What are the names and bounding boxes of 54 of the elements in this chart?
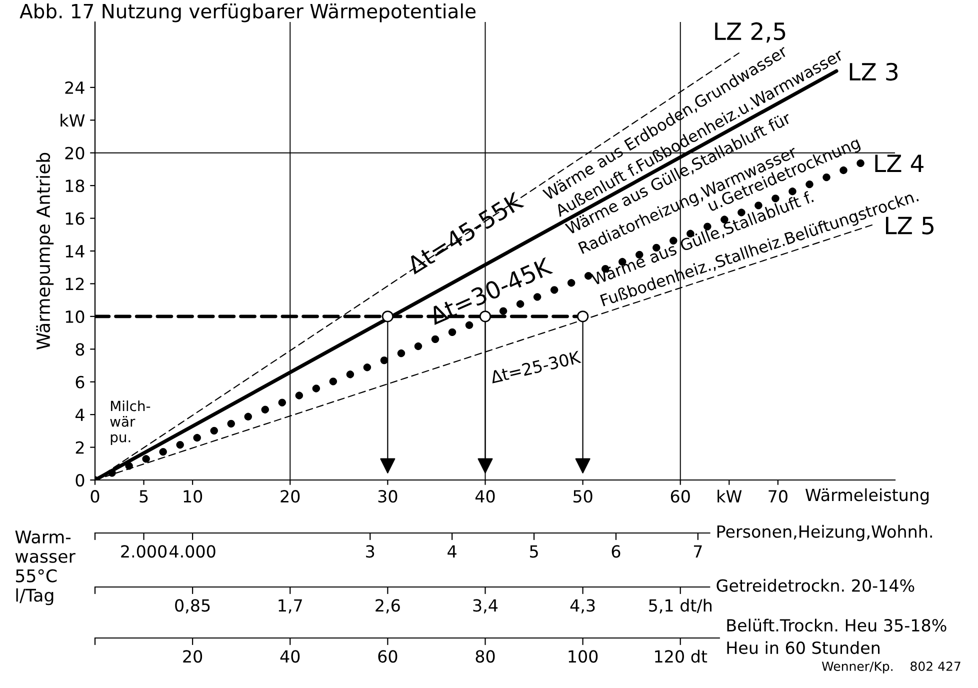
category-label: 60 [378,650,398,663]
x-tick-label: 70 [768,490,788,503]
x-tick-label: 60 [670,490,690,503]
category-label: 4,3 [570,599,595,614]
category-label: 1,7 [278,599,302,614]
x-tick-label: 50 [573,490,592,503]
x-tick-label: 30 [378,490,398,503]
category-label: 20 [183,650,202,663]
category-label: 100 [568,650,598,663]
category-label: 6 [612,545,620,558]
x-tick-label: 10 [184,490,202,503]
category-label: 4.000 [170,545,216,558]
y-tick-label: 16 [66,212,84,225]
x-tick-label: 5 [140,490,148,503]
category-label: 5,1 dt/h [649,598,712,614]
category-label: 3,4 [473,599,498,614]
y-tick-label: 6 [76,376,84,388]
category-label: 0,85 [175,599,210,614]
x-tick-label: 0 [90,490,100,503]
text: Belüft.Trockn. Heu 35-18% Heu in 60 Stunden [727,618,946,654]
y-tick-label: 4 [75,408,84,421]
y-tick-label: 14 [66,245,84,258]
series-label: LZ 2,5 [715,22,786,43]
y-tick-label: 10 [66,310,84,323]
y-tick-label: 0 [76,474,84,487]
category-label: 120 dt [655,650,708,663]
chart-title: Abb. 17 Nutzung verfügbarer Wärmepotentiale [20,3,476,22]
y-tick-label: 8 [76,343,84,356]
x-tick-label: kW [718,490,742,502]
y-tick-label: 12 [66,278,84,290]
category-label: 2,6 [376,599,400,614]
text: Getreidetrockn. 20-14% [716,578,914,592]
y-tick-label: 18 [66,180,84,192]
series-label: LZ 3 [850,62,898,81]
y-tick-label: 24 [65,81,84,94]
y-tick-label: 2 [76,441,84,454]
category-label: 80 [476,650,495,663]
category-label: 40 [280,650,300,663]
series-label: LZ 4 [875,154,924,172]
x-tick-label: 40 [475,490,495,503]
category-label: 2.000 [121,545,167,558]
y-tick-label: kW [60,114,85,126]
text: Wenner/Kp. 802 427 [822,662,960,674]
category-label: 7 [694,545,702,558]
y-tick-label: 20 [65,146,84,160]
x-axis-title: Wärmeleistung [805,488,929,504]
annotation: Milch- wär pu. [110,400,150,446]
category-label: 5 [530,545,538,558]
text: Warm- wasser 55°C l/Tag [15,530,76,606]
category-label: 4 [448,545,456,558]
y-axis-title: Wärmepumpe Antrieb [36,152,54,350]
text: Personen,Heizung,Wohnh. [717,524,932,542]
category-label: 3 [366,545,374,558]
x-tick-label: 20 [280,490,300,503]
